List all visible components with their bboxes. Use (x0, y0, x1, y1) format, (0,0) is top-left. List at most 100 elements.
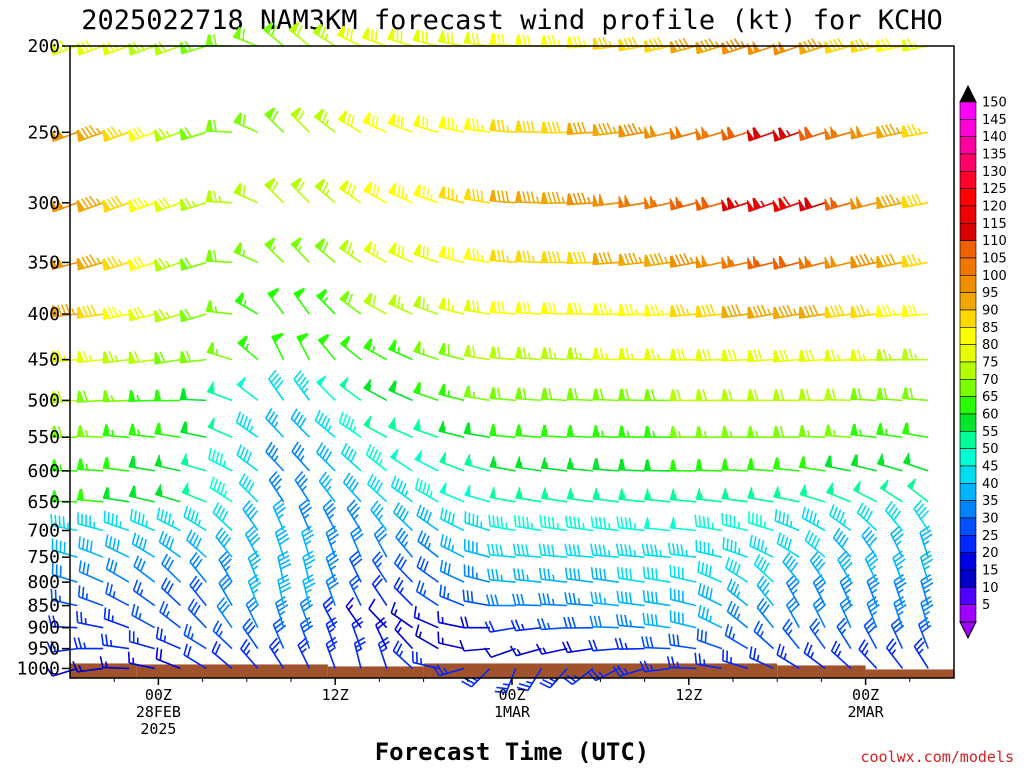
wind-barb (876, 123, 903, 139)
colorbar-swatch (959, 361, 977, 380)
wind-barb (290, 237, 310, 263)
wind-barb (413, 295, 439, 315)
colorbar-swatch (959, 153, 977, 172)
wind-barb (363, 415, 388, 438)
wind-barb (876, 253, 903, 269)
wind-barb (205, 249, 233, 264)
wind-barb (826, 482, 852, 503)
wind-barb (566, 457, 594, 472)
wind-barb (51, 563, 78, 583)
wind-barb (432, 664, 465, 677)
colorbar-label: 60 (982, 408, 999, 423)
wind-barb (336, 25, 362, 47)
wind-barb (774, 509, 800, 532)
wind-barb (489, 300, 516, 315)
wind-barb (128, 485, 155, 503)
wind-barb (268, 637, 285, 669)
wind-barb (592, 388, 619, 402)
wind-barb (566, 192, 594, 206)
wind-barb (618, 488, 645, 503)
wind-barb (313, 108, 336, 133)
wind-barb (439, 451, 465, 472)
pressure-tick-label: 450 (27, 350, 60, 371)
terrain-block (136, 664, 328, 678)
wind-barb (153, 127, 181, 142)
wind-barb (76, 488, 104, 503)
wind-barb (850, 454, 877, 472)
wind-barb (234, 292, 259, 315)
wind-barb (233, 182, 259, 204)
wind-barb (102, 126, 130, 142)
wind-barb (102, 195, 130, 213)
wind-barb (747, 487, 774, 503)
wind-barb (515, 486, 542, 503)
wind-barb (512, 568, 542, 583)
wind-barb (72, 661, 104, 673)
plot-area (70, 46, 954, 678)
wind-barb (695, 488, 723, 503)
colorbar-swatch (959, 413, 977, 432)
wind-barb (235, 411, 259, 438)
wind-barb (616, 590, 645, 607)
chart-title: 2025022718 NAM3KM forecast wind profile … (81, 5, 943, 36)
colorbar-swatch (959, 500, 977, 519)
wind-barb (104, 534, 130, 558)
colorbar-swatch (959, 223, 977, 241)
wind-barb (363, 240, 388, 264)
wind-barb (186, 529, 207, 558)
pressure-axis: 200 250 300 350 400 450 500 550 600 650 700 750 800 8… (17, 36, 70, 679)
wind-barb (564, 592, 594, 607)
wind-barb (746, 197, 774, 213)
wind-barb (893, 596, 907, 628)
wind-barb (393, 502, 414, 532)
wind-barb (615, 543, 645, 558)
wind-barb (155, 647, 181, 670)
wind-barb (906, 478, 929, 503)
wind-barb (316, 288, 336, 315)
wind-barb (244, 525, 261, 558)
wind-barb (824, 424, 851, 439)
wind-barb (318, 471, 336, 503)
wind-barb (154, 422, 181, 439)
wind-barb (695, 126, 723, 141)
wind-barb (348, 550, 363, 583)
wind-barb (772, 349, 800, 363)
wind-barb (439, 559, 465, 583)
wind-barb (901, 387, 929, 402)
wind-barb (298, 498, 312, 531)
wind-barb (438, 116, 465, 134)
colorbar-label: 150 (982, 96, 1007, 111)
wind-barb (413, 244, 439, 264)
colorbar-swatch (959, 188, 977, 207)
wind-barb (890, 525, 904, 558)
wind-barb (368, 598, 388, 629)
wind-barb (695, 255, 723, 269)
wind-barb (592, 193, 619, 207)
wind-barb (697, 604, 723, 629)
wind-barb (179, 388, 207, 402)
wind-barb (488, 514, 516, 532)
wind-barb (798, 425, 826, 439)
wind-barb (726, 578, 749, 607)
wind-barb (438, 342, 465, 361)
wind-barb (566, 302, 594, 315)
colorbar-label: 100 (982, 269, 1007, 284)
wind-barb (669, 126, 697, 140)
wind-barb (160, 577, 182, 607)
wind-barb (804, 529, 826, 558)
wind-barb (362, 112, 388, 134)
wind-barb (920, 573, 934, 606)
wind-barb (127, 197, 155, 213)
wind-barb (772, 457, 800, 472)
wind-barb (798, 349, 826, 363)
wind-barb (339, 376, 362, 402)
wind-barb (829, 504, 852, 532)
wind-barb (205, 119, 233, 134)
wind-barb (696, 628, 723, 650)
wind-barb (388, 182, 413, 204)
colorbar-label: 55 (982, 425, 999, 440)
wind-barb (463, 247, 491, 264)
wind-barb (153, 257, 181, 272)
wind-barb (614, 637, 645, 650)
